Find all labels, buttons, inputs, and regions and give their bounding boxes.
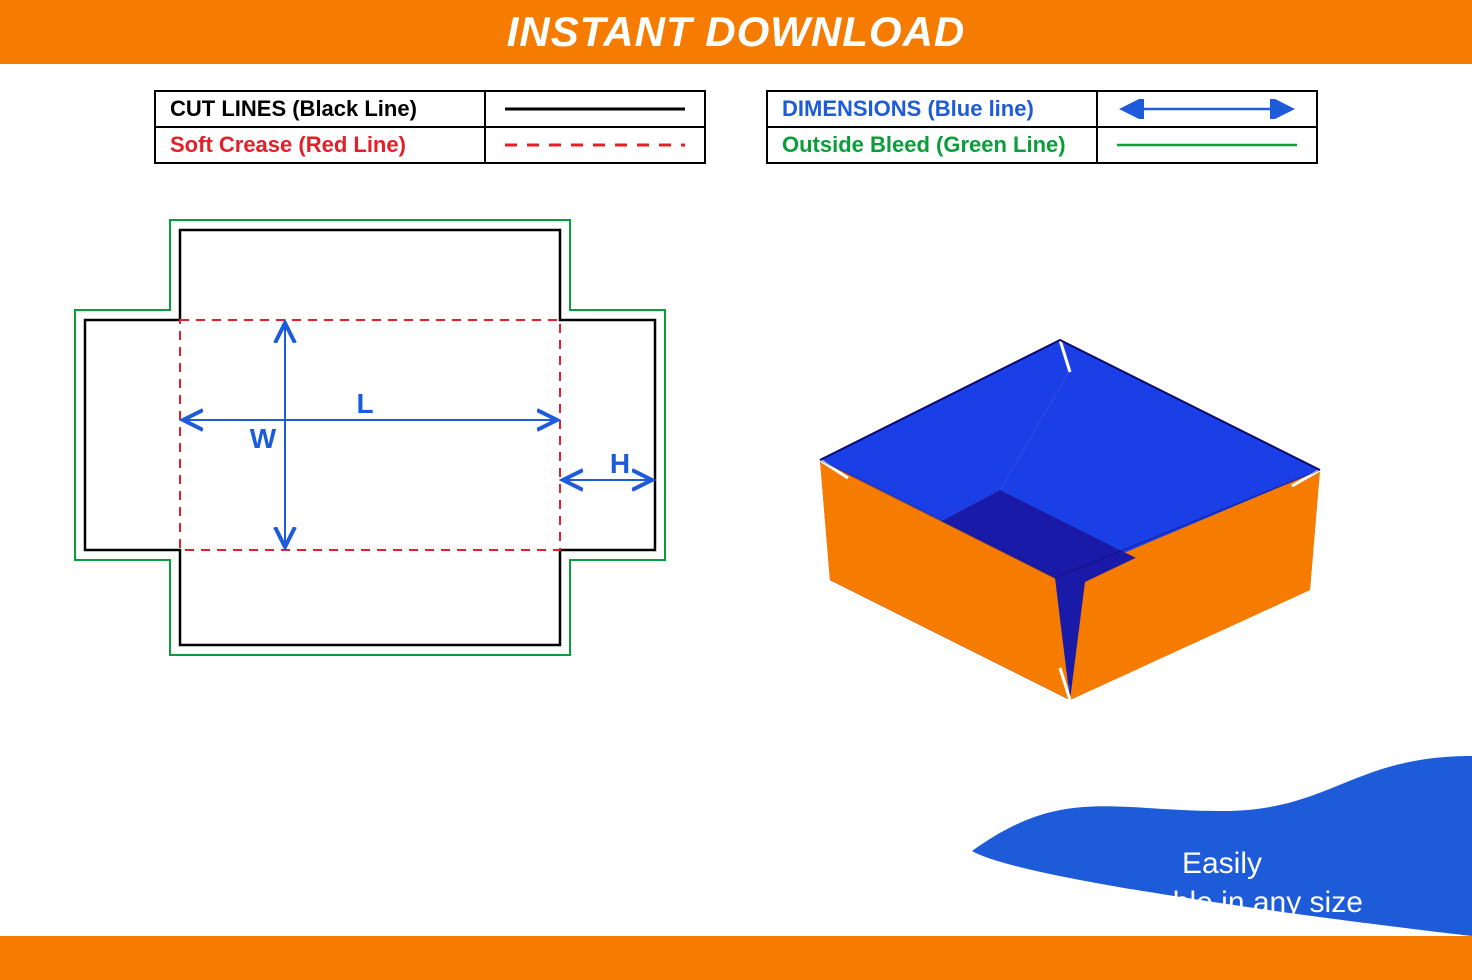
crease-rect bbox=[180, 320, 560, 550]
legend-sample-dim bbox=[1097, 91, 1317, 127]
legend-row-bleed: Outside Bleed (Green Line) bbox=[767, 127, 1317, 163]
tray-3d bbox=[820, 340, 1320, 700]
legend-left: CUT LINES (Black Line) Soft Crease (Red … bbox=[154, 90, 706, 164]
legend-right: DIMENSIONS (Blue line) Outside Bleed (Gr… bbox=[766, 90, 1318, 164]
badge-text: Easily Resizable in any size bbox=[1012, 844, 1432, 922]
legend-row-crease: Soft Crease (Red Line) bbox=[155, 127, 705, 163]
legend: CUT LINES (Black Line) Soft Crease (Red … bbox=[0, 90, 1472, 164]
legend-label-cut: CUT LINES (Black Line) bbox=[155, 91, 485, 127]
legend-label-dim: DIMENSIONS (Blue line) bbox=[767, 91, 1097, 127]
header-bar: INSTANT DOWNLOAD bbox=[0, 0, 1472, 64]
legend-row-dim: DIMENSIONS (Blue line) bbox=[767, 91, 1317, 127]
legend-label-bleed: Outside Bleed (Green Line) bbox=[767, 127, 1097, 163]
legend-label-crease: Soft Crease (Red Line) bbox=[155, 127, 485, 163]
badge-line2: Resizable in any size bbox=[1012, 883, 1432, 922]
dim-L-label: L bbox=[356, 388, 373, 419]
legend-sample-cut bbox=[485, 91, 705, 127]
dim-W-label: W bbox=[250, 423, 277, 454]
bleed-outline bbox=[75, 220, 665, 655]
legend-sample-crease bbox=[485, 127, 705, 163]
dim-H-label: H bbox=[610, 448, 630, 479]
dieline: L W H bbox=[75, 220, 665, 655]
badge-line1: Easily bbox=[1012, 844, 1432, 883]
footer-bar bbox=[0, 936, 1472, 980]
header-title: INSTANT DOWNLOAD bbox=[507, 8, 966, 55]
legend-row-cut: CUT LINES (Black Line) bbox=[155, 91, 705, 127]
legend-sample-bleed bbox=[1097, 127, 1317, 163]
